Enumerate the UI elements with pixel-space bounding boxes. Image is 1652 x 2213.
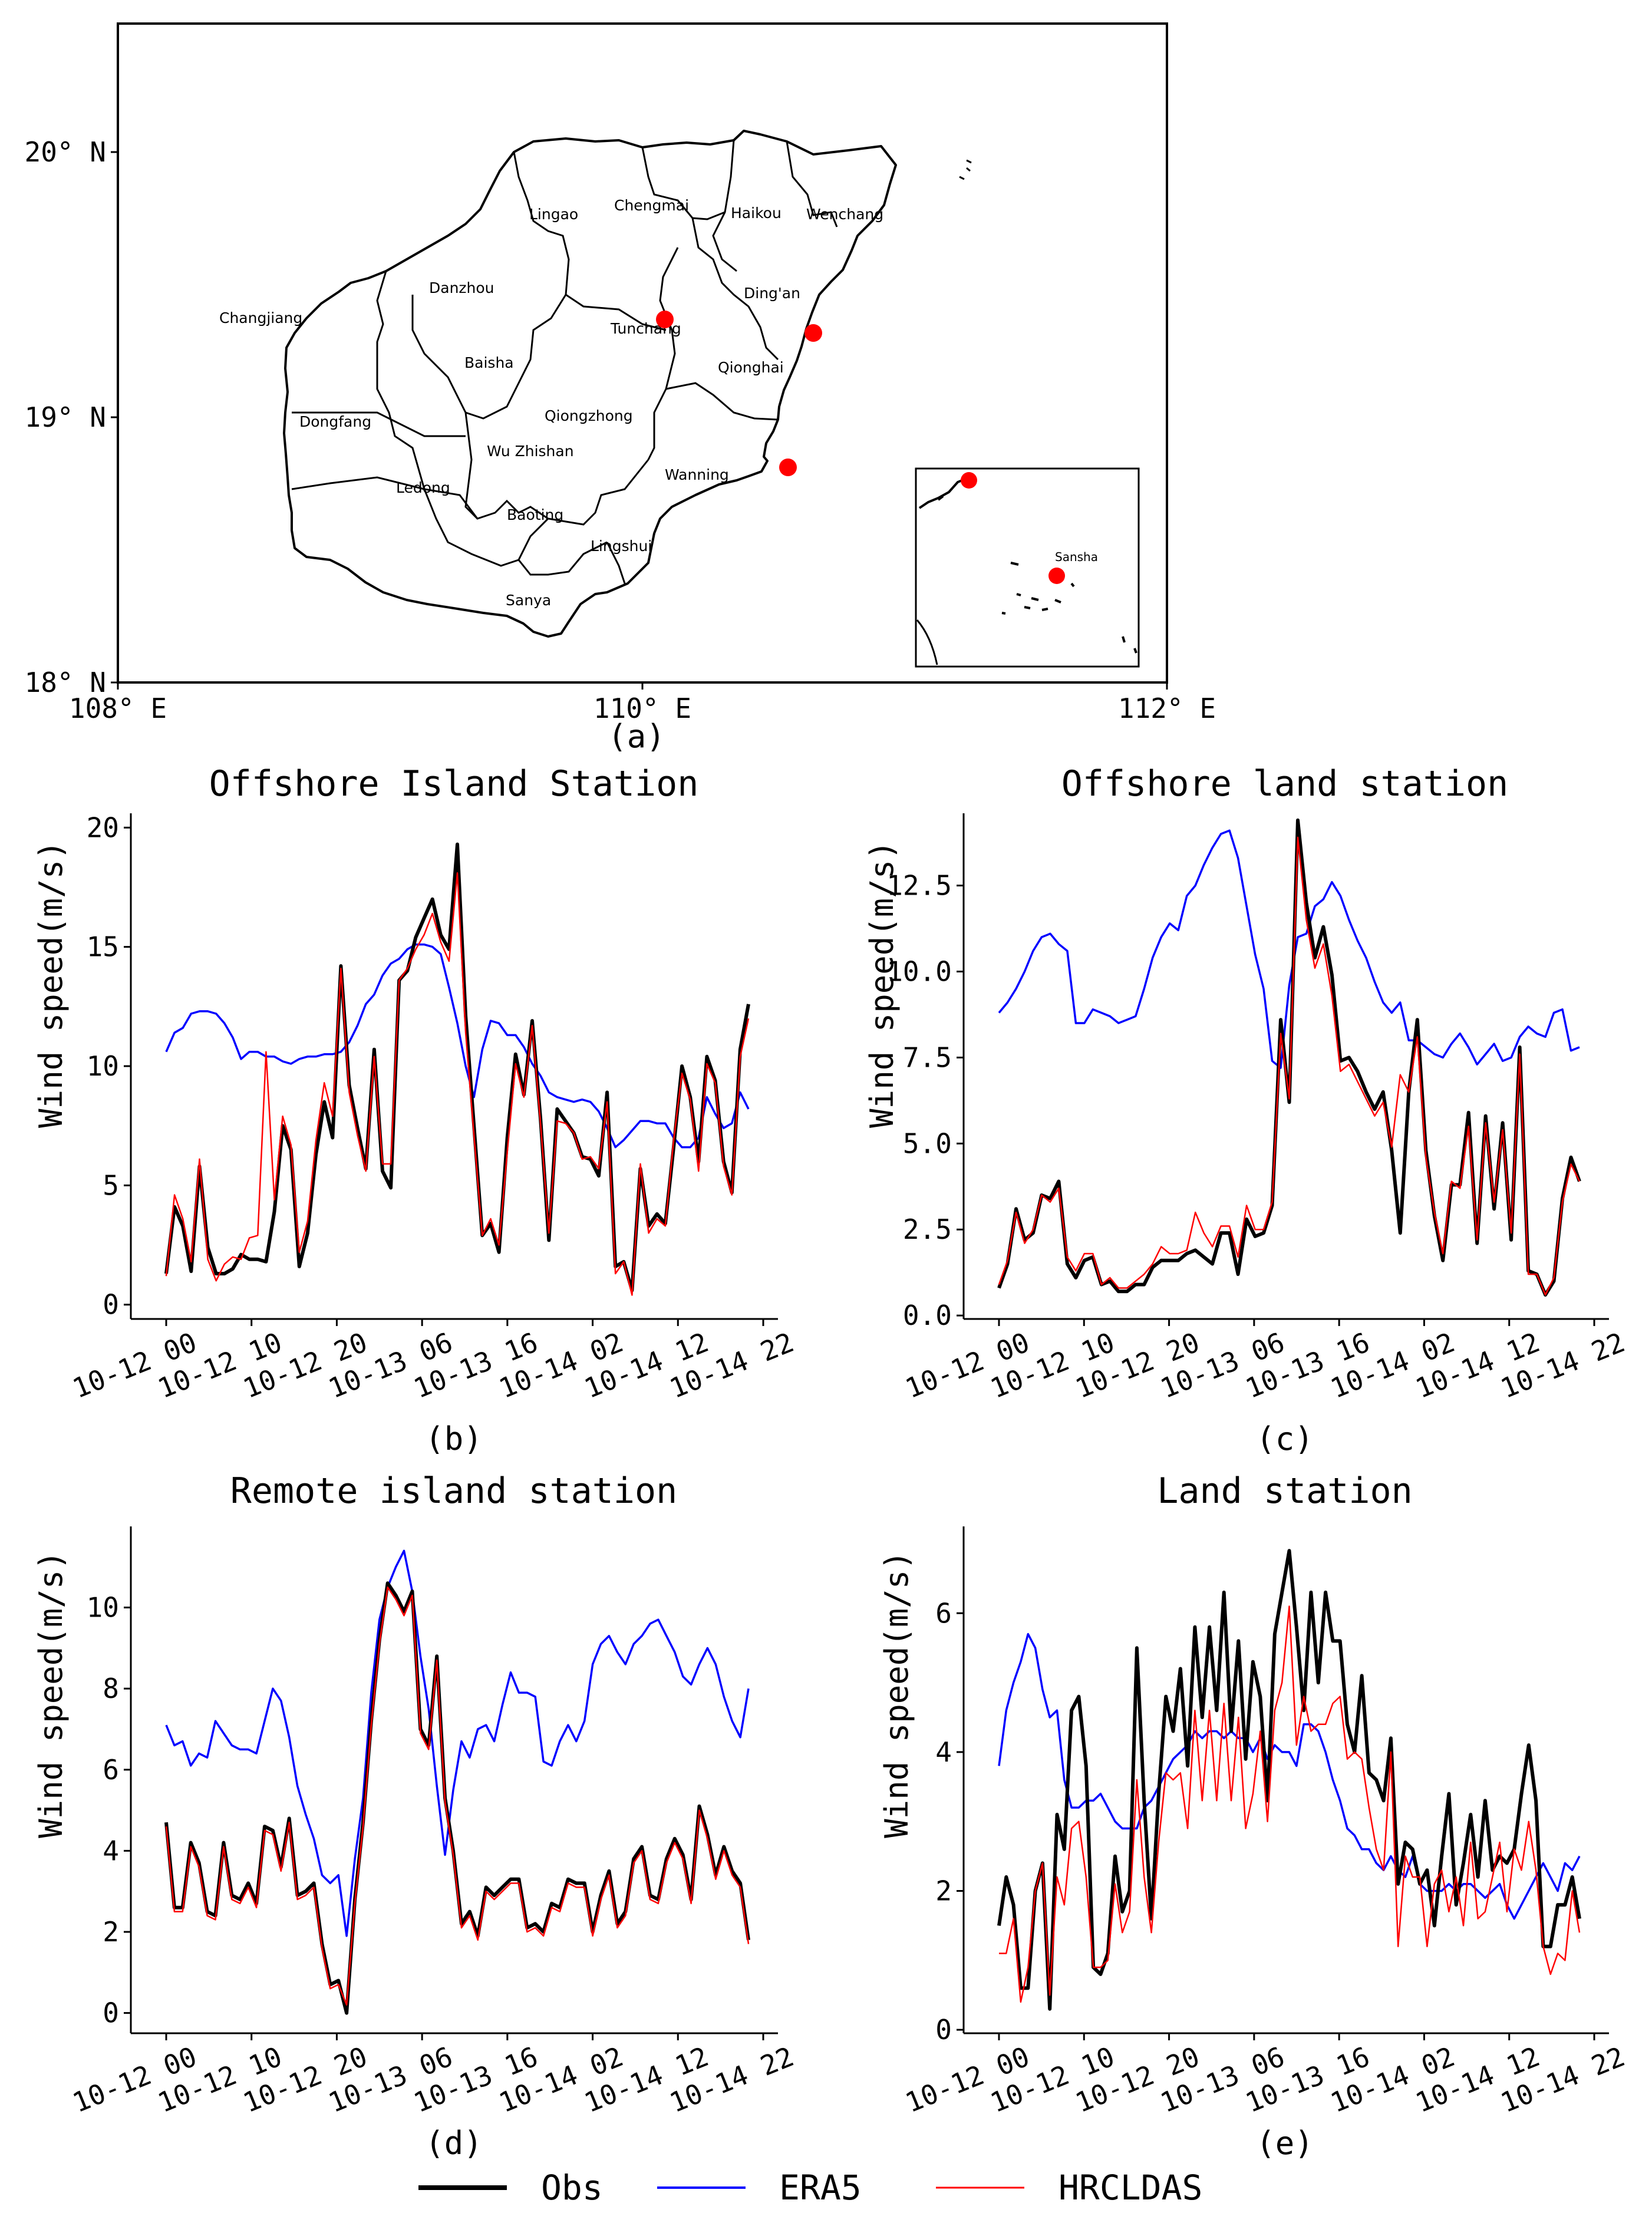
county-border	[291, 140, 838, 584]
y-tick-label: 10	[87, 1592, 119, 1624]
chart-title: Remote island station	[230, 1470, 678, 1512]
hainan-coastline	[283, 130, 897, 638]
y-tick-label: 6	[935, 1597, 952, 1629]
legend-label-era5: ERA5	[779, 2168, 862, 2208]
series-line-obs	[164, 1581, 750, 2015]
county-label: Wu Zhishan	[487, 443, 574, 460]
y-tick-label: 0.0	[903, 1300, 952, 1331]
chart-title: Land station	[1157, 1470, 1412, 1512]
county-label: Wanning	[665, 466, 729, 483]
y-axis-label: Wind speed(m/s)	[32, 1551, 70, 1838]
y-axis-label: Wind speed(m/s)	[32, 840, 70, 1128]
y-tick-label: 15	[87, 931, 119, 963]
county-label: Dongfang	[299, 413, 371, 430]
y-tick-label: 6	[103, 1754, 119, 1786]
map-caption: (a)	[608, 718, 665, 755]
inset-label: Sansha	[1055, 550, 1098, 564]
legend: Obs ERA5 HRCLDAS	[418, 2168, 1202, 2208]
county-label: Sanya	[506, 592, 551, 609]
chart-panel-d: Remote island station Wind speed(m/s) 0 2…	[32, 1470, 798, 2162]
chart-title: Offshore Island Station	[209, 763, 699, 804]
panel-caption: (d)	[425, 2125, 483, 2162]
county-label: Ding'an	[744, 285, 800, 302]
y-tick-label: 20	[87, 812, 119, 843]
y-axis-label: Wind speed(m/s)	[863, 840, 901, 1128]
county-label: Changjiang	[219, 309, 302, 326]
chart-panel-b: Offshore Island Station Wind speed(m/s) …	[32, 763, 798, 1457]
county-labels: Lingao Chengmai Haikou Wenchang Danzhou …	[219, 197, 883, 609]
y-tick-label: 5	[103, 1169, 119, 1201]
lon-tick-label: 112° E	[1118, 692, 1216, 724]
y-tick-label: 12.5	[886, 870, 952, 902]
county-label: Baoting	[507, 506, 563, 523]
chart-panel-c: Offshore land station Wind speed(m/s) 0.…	[863, 763, 1629, 1457]
y-tick-label: 4	[935, 1736, 952, 1768]
small-island	[959, 159, 972, 180]
y-tick-label: 10	[87, 1050, 119, 1082]
series-line-hrcldas	[165, 1586, 750, 2006]
series-line-hrcldas	[999, 1605, 1581, 2003]
inset-frame	[915, 467, 1140, 668]
y-tick-label: 0	[103, 1997, 119, 2029]
inset-arc	[916, 619, 938, 665]
panel-caption: (b)	[425, 1420, 483, 1457]
lon-tick-label: 110° E	[593, 692, 691, 724]
station-marker	[779, 459, 797, 476]
county-label: Wenchang	[806, 206, 883, 223]
lat-tick-label: 20° N	[25, 136, 106, 168]
y-tick-label: 2	[935, 1875, 952, 1907]
legend-label-obs: Obs	[541, 2168, 603, 2208]
county-label: Chengmai	[614, 197, 689, 214]
county-label: Baisha	[464, 354, 514, 371]
y-tick-label: 10.0	[886, 955, 952, 987]
series-line-era5	[165, 943, 750, 1149]
county-label: Qionghai	[718, 359, 784, 376]
county-label: Lingao	[529, 206, 578, 223]
station-marker	[656, 311, 674, 328]
y-axis-label: Wind speed(m/s)	[878, 1551, 915, 1838]
series-line-obs	[164, 842, 750, 1292]
series-line-obs	[997, 1549, 1581, 2011]
series-line-hrcldas	[165, 872, 750, 1296]
map-panel: 20° N 19° N 18° N 108° E 110° E 112° E (…	[25, 22, 1216, 755]
station-marker	[1048, 568, 1065, 584]
y-tick-label: 4	[103, 1835, 119, 1866]
y-tick-label: 2.5	[903, 1213, 952, 1245]
y-tick-label: 0	[103, 1289, 119, 1321]
inset-islands	[1001, 562, 1137, 654]
y-tick-label: 0	[935, 2014, 952, 2046]
inset-map: Sansha	[915, 467, 1140, 668]
series-line-era5	[998, 1632, 1581, 1920]
series-line-hrcldas	[998, 836, 1581, 1296]
county-label: Danzhou	[429, 279, 494, 296]
lat-tick-label: 18° N	[25, 667, 106, 698]
y-tick-label: 7.5	[903, 1041, 952, 1073]
county-label: Ledong	[396, 479, 450, 496]
series-line-obs	[997, 818, 1581, 1297]
station-marker	[804, 324, 822, 342]
panel-caption: (e)	[1256, 2125, 1314, 2162]
panel-caption: (c)	[1256, 1420, 1314, 1457]
legend-label-hrcldas: HRCLDAS	[1059, 2168, 1202, 2208]
y-tick-label: 2	[103, 1916, 119, 1948]
y-tick-label: 5.0	[903, 1127, 952, 1159]
lat-tick-label: 19° N	[25, 401, 106, 433]
lon-tick-label: 108° E	[69, 692, 167, 724]
chart-title: Offshore land station	[1061, 763, 1509, 804]
county-label: Haikou	[731, 205, 782, 222]
inset-coastline	[918, 477, 967, 509]
series-line-era5	[998, 829, 1580, 1069]
county-label: Qiongzhong	[545, 407, 633, 424]
county-label: Lingshui	[591, 537, 652, 555]
y-tick-label: 8	[103, 1673, 119, 1704]
station-marker	[961, 472, 977, 489]
series-line-era5	[165, 1549, 750, 1937]
